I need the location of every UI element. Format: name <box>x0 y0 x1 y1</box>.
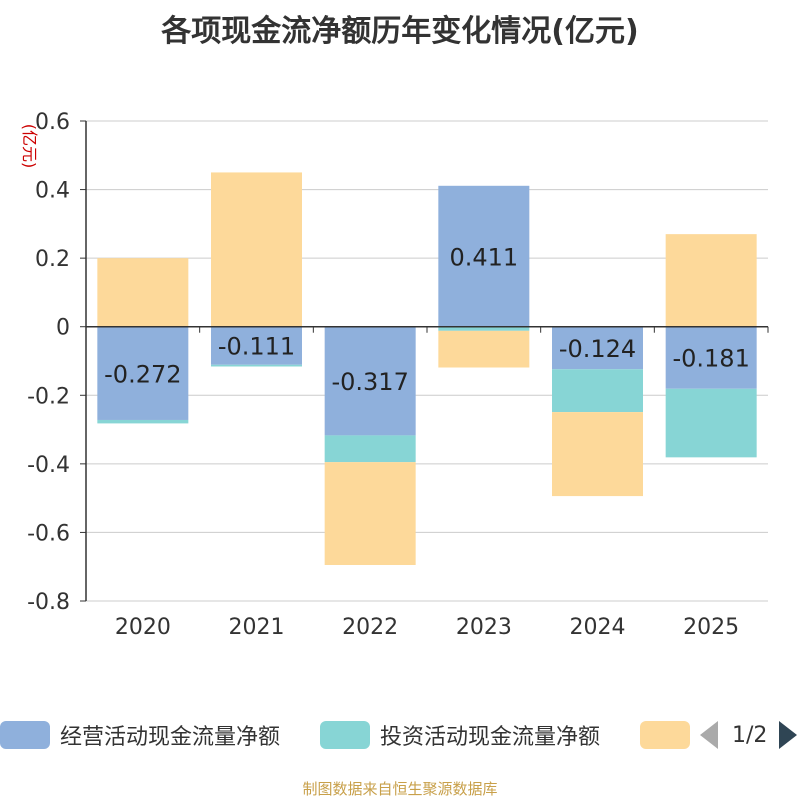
bar-financing-2023 <box>438 330 530 368</box>
bar-financing-2022 <box>324 462 416 565</box>
legend-swatch-investing <box>320 721 370 749</box>
bar-financing-2021 <box>211 172 302 327</box>
bar-operating-2024 <box>552 326 643 370</box>
legend-item-operating[interactable]: 经营活动现金流量净额 <box>0 718 280 752</box>
bar-value-label: 0.411 <box>449 243 518 271</box>
y-tick-label: -0.6 <box>27 521 70 546</box>
legend-swatch-operating <box>0 721 50 749</box>
y-axis-label: (亿元) <box>20 124 39 169</box>
x-tick-label: 2020 <box>115 615 171 640</box>
next-page-icon[interactable] <box>779 721 798 749</box>
legend-label-investing: 投资活动现金流量净额 <box>380 725 601 750</box>
bar-financing-2025 <box>665 234 757 327</box>
y-tick-label: 0 <box>56 316 70 341</box>
legend-page-indicator: 1/2 <box>732 722 768 748</box>
legend-item-investing[interactable]: 投资活动现金流量净额 <box>320 718 600 752</box>
x-tick-label: 2021 <box>229 615 285 640</box>
prev-page-icon[interactable] <box>700 721 718 749</box>
legend-pager: 1/2 <box>700 718 798 752</box>
bar-operating-2025 <box>665 326 757 389</box>
bar-investing-2025 <box>665 388 757 458</box>
bar-value-label: -0.124 <box>559 335 636 363</box>
bar-value-label: -0.181 <box>672 345 749 373</box>
bar-financing-2024 <box>552 412 643 497</box>
y-tick-label: 0.2 <box>35 247 70 272</box>
bar-value-label: -0.317 <box>331 368 408 396</box>
bar-investing-2020 <box>97 419 189 424</box>
y-tick-label: -0.8 <box>27 590 70 615</box>
chart-canvas: 0.6 0.4 0.2 0 -0.2 -0.4 -0.6 -0.8 (亿元) -0.272 -0.1… <box>20 110 769 640</box>
bar-operating-2023 <box>438 185 530 327</box>
y-tick-label: -0.4 <box>27 453 70 478</box>
legend-swatch-financing <box>640 721 690 749</box>
legend-label-operating: 经营活动现金流量净额 <box>60 725 281 750</box>
legend-item-financing[interactable] <box>640 718 700 752</box>
y-tick-label: 0.4 <box>35 179 70 204</box>
y-tick-label: 0.6 <box>35 110 70 135</box>
x-tick-label: 2022 <box>342 615 398 640</box>
bar-operating-2020 <box>97 326 189 420</box>
bar-investing-2023 <box>438 326 530 331</box>
source-footer: 制图数据来自恒生聚源数据库 <box>302 780 498 798</box>
x-tick-label: 2024 <box>570 615 626 640</box>
x-tick-label: 2025 <box>683 615 739 640</box>
bar-value-label: -0.272 <box>104 360 181 388</box>
bar-investing-2021 <box>211 364 302 367</box>
bar-investing-2022 <box>324 435 416 463</box>
y-tick-label: -0.2 <box>27 384 70 409</box>
bar-financing-2020 <box>97 258 189 327</box>
legend: 经营活动现金流量净额 投资活动现金流量净额 1/2 <box>0 718 800 752</box>
bar-investing-2024 <box>552 369 643 413</box>
bar-operating-2021 <box>211 326 302 365</box>
bar-value-label: -0.111 <box>218 333 295 361</box>
chart-title: 各项现金流净额历年变化情况(亿元) <box>161 14 639 49</box>
x-tick-label: 2023 <box>456 615 512 640</box>
bar-operating-2022 <box>324 326 416 436</box>
